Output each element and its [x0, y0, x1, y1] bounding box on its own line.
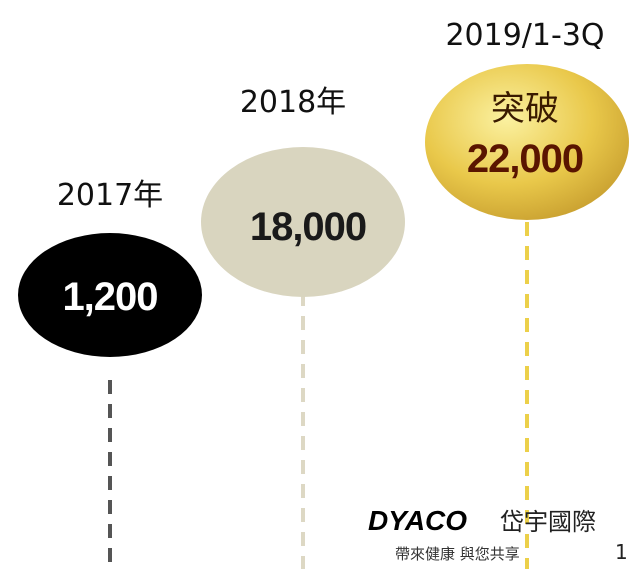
bubble	[425, 64, 629, 220]
bubble	[18, 233, 202, 357]
logo-brand: DYACO	[368, 505, 467, 536]
period-label: 2019/1-3Q	[445, 18, 604, 53]
bubble	[201, 147, 405, 297]
value-label: 1,200	[62, 275, 157, 319]
logo-name: 岱宇國際	[500, 508, 596, 536]
value-label: 22,000	[467, 137, 583, 181]
period-label: 2018年	[240, 85, 346, 120]
page-number: 1	[615, 540, 628, 564]
period-label: 2017年	[57, 178, 163, 213]
prefix-label: 突破	[491, 89, 559, 129]
logo-slogan: 帶來健康 與您共享	[395, 545, 520, 563]
value-label: 18,000	[250, 205, 366, 249]
